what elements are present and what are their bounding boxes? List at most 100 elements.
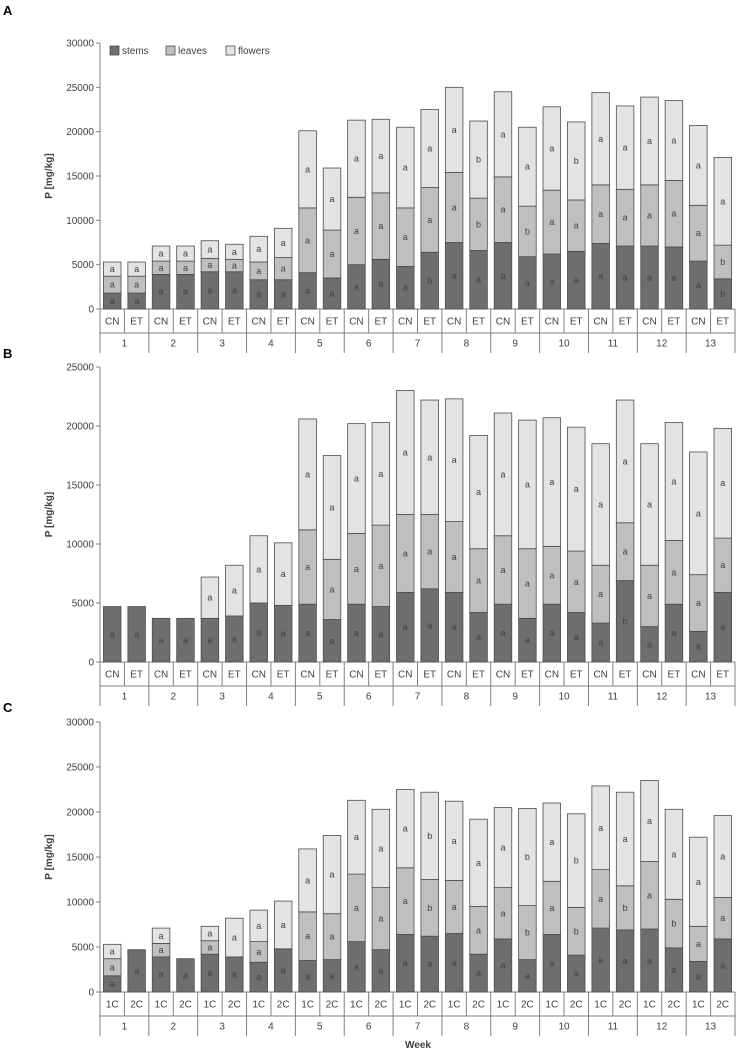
significance-letter: a [232,261,237,271]
bar-week7-1c: a a a [396,789,415,993]
significance-letter: a [598,134,603,144]
significance-letter: a [354,474,359,484]
x-tick-label-group: 2C [228,1000,241,1011]
significance-letter: a [500,469,505,479]
bar-segment-flowers [689,836,708,927]
significance-letter: a [403,824,408,834]
significance-letter: a [696,972,701,982]
significance-letter: a [305,164,310,174]
significance-letter: a [330,971,335,981]
bar-segment-flowers [615,791,635,887]
significance-letter: a [159,287,164,297]
x-tick-label-group: ET [179,670,192,681]
x-tick-label-week: 9 [512,339,518,350]
bar-week12-cn: a a a [640,443,659,663]
significance-letter: a [476,632,481,642]
significance-letter: b [427,831,432,841]
x-tick-label-week: 10 [558,339,570,350]
bar-week7-cn: a a a [396,126,415,310]
y-tick-label: 25000 [66,763,94,774]
x-tick-label-group: ET [228,670,241,681]
bar-week11-cn: a a a [591,443,610,663]
x-tick-label-week: 12 [656,1022,668,1033]
x-tick-label-group: CN [398,670,412,681]
significance-letter: a [354,226,359,236]
significance-letter: a [476,576,481,586]
legend-label-leaves: leaves [178,46,207,57]
significance-letter: a [549,903,554,913]
y-tick-label: 10000 [66,898,94,909]
x-tick-label-group: 1C [350,1000,363,1011]
x-tick-label-week: 7 [415,1022,421,1033]
significance-letter: b [623,903,628,913]
significance-letter: a [525,479,530,489]
bar-week4-et: aa [273,542,293,663]
bar-week7-2c: a b b [420,791,439,993]
significance-letter: a [427,547,432,557]
bar-week10-et: a a b [567,121,586,310]
bar-week9-1c: a a a [493,807,513,993]
bar-segment-flowers [567,121,586,201]
bar-segment-flowers [469,435,488,550]
bar-week8-et: a b b [469,120,488,310]
significance-letter: a [574,221,579,231]
y-tick-label: 15000 [66,853,94,864]
x-tick-label-group: CN [300,317,314,328]
significance-letter: a [330,288,335,298]
x-tick-label-week: 5 [317,1022,323,1033]
bar-segment-flowers [151,927,171,944]
bar-segment-flowers [371,118,391,194]
significance-letter: a [598,894,603,904]
significance-letter: a [256,244,261,254]
y-tick-label: 10000 [66,540,94,551]
significance-letter: a [256,564,261,574]
significance-letter: a [696,228,701,238]
x-tick-label-group: 2C [668,1000,681,1011]
significance-letter: a [647,591,652,601]
significance-letter: a [549,837,554,847]
significance-letter: a [720,622,725,632]
x-tick-label-week: 11 [608,1022,619,1033]
bar-segment-flowers [200,925,220,942]
bar-week12-et: a a a [664,422,684,663]
x-tick-label-group: CN [105,317,119,328]
x-tick-label-week: 7 [415,339,421,350]
x-tick-label-group: CN [496,670,510,681]
bar-segment-flowers [444,86,464,173]
significance-letter: b [623,616,628,626]
bar-segment-flowers [689,125,708,206]
significance-letter: a [427,215,432,225]
x-tick-label-group: CN [593,670,607,681]
x-tick-label-group: ET [570,317,583,328]
bar-segment-flowers [615,105,635,190]
significance-letter: a [403,622,408,632]
bar-week3-et: aaa [225,243,244,310]
significance-letter: a [134,264,139,274]
bar-segment-flowers [713,815,732,898]
significance-letter: a [378,221,383,231]
x-tick-label-group: 2C [374,1000,387,1011]
legend-label-flowers: flowers [238,46,270,57]
x-tick-label-week: 1 [122,692,128,703]
x-tick-label-week: 6 [366,692,372,703]
significance-letter: a [256,266,261,276]
bar-segment-flowers [591,443,610,566]
significance-letter: a [720,960,725,970]
significance-letter: a [110,264,115,274]
significance-letter: a [452,836,457,846]
bar-segment-flowers [640,780,659,862]
significance-letter: a [598,209,603,219]
bar-segment-flowers [689,451,708,576]
significance-letter: a [598,499,603,509]
significance-letter: a [574,577,579,587]
significance-letter: a [574,275,579,285]
x-tick-label-group: 1C [497,1000,510,1011]
bar-week10-cn: a a a [542,106,562,310]
significance-letter: a [305,875,310,885]
bar-segment-flowers [493,412,513,537]
significance-letter: b [427,903,432,913]
x-tick-label-group: CN [252,670,266,681]
x-tick-label-group: CN [593,317,607,328]
significance-letter: a [623,143,628,153]
bar-week6-cn: a a a [347,423,366,663]
